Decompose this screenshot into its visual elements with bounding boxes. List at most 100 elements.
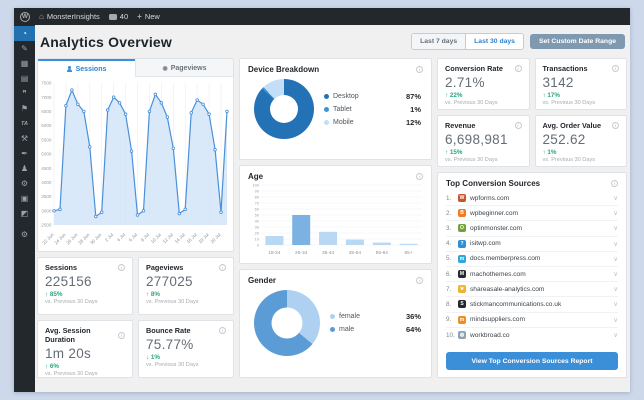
wordpress-logo-icon[interactable]: W [20,11,30,22]
chevron-down-icon[interactable]: ∨ [613,271,618,279]
info-icon[interactable]: i [416,277,423,284]
admin-bar-new[interactable]: + New [137,12,160,21]
last-7-days-button[interactable]: Last 7 days [412,34,467,49]
favicon-icon: O [458,224,466,233]
admin-bar-site-link[interactable]: ⌂ MonsterInsights [39,12,100,21]
sidebar-item-appearance[interactable]: ⚑ [14,101,35,116]
favicon-icon: S [458,300,466,309]
source-row[interactable]: 1. W wpforms.com ∨ [446,191,618,207]
legend-value: 87% [405,91,421,101]
chevron-down-icon[interactable]: ∨ [613,255,618,263]
svg-text:14 Jul: 14 Jul [174,232,186,244]
chevron-down-icon[interactable]: ∨ [613,225,618,233]
source-row[interactable]: 6. M machothemes.com ∨ [446,267,618,283]
metric-change: ↑ 22% [445,92,463,99]
sidebar-item-plugins[interactable]: ⚒ [14,131,35,146]
metric-value: 3142 [542,75,574,90]
metric-label: Revenue [445,121,476,130]
svg-text:70: 70 [255,200,260,205]
pages-icon: ▤ [20,74,29,83]
last-30-days-button[interactable]: Last 30 days [466,34,523,49]
sessions-chart-panel: Sessions ◉ Pageviews 2500 3000 3500 4000 450… [37,58,234,252]
sidebar-item-media[interactable]: ▦ [14,56,35,71]
new-label: New [144,12,160,21]
legend-label: male [339,326,355,333]
metric-label: Avg. Session Duration [45,326,91,344]
chevron-down-icon[interactable]: ∨ [613,195,618,203]
tab-sessions[interactable]: Sessions [38,59,135,77]
info-icon[interactable]: i [118,264,125,271]
info-icon[interactable]: i [219,264,226,271]
sidebar-item-posts[interactable]: ✎ [14,41,35,56]
legend-item-tablet: Tablet 1% [324,105,421,114]
sidebar-item-appearance-alt[interactable]: ◩ [14,206,35,221]
metric-value: 225156 [45,274,92,289]
metric-value: 252.62 [542,132,586,147]
source-row[interactable]: 5. m docs.memberpress.com ∨ [446,252,618,267]
chevron-down-icon[interactable]: ∨ [613,316,618,324]
sidebar-item-pages[interactable]: ▤ [14,71,35,86]
sidebar-item-analytics[interactable]: ▣ [14,191,35,206]
source-row[interactable]: 2. B wpbeginner.com ∨ [446,206,618,222]
view-sources-report-button[interactable]: View Top Conversion Sources Report [446,352,618,370]
source-row[interactable]: 4. ? isitwp.com ∨ [446,237,618,252]
metric-value: 6,698,981 [445,132,508,147]
gender-legend: female 36% male 64% [330,308,421,338]
source-row[interactable]: 10. ◍ workbroad.co ∨ [446,328,618,343]
metric-change: ↑ 15% [445,149,463,156]
source-domain: stickmancommunications.co.uk [470,300,562,308]
info-icon[interactable]: i [612,65,619,72]
info-icon[interactable]: i [612,122,619,129]
sidebar-item-comments[interactable]: ❞ [14,86,35,101]
legend-value: 36% [405,312,421,321]
source-row[interactable]: 8. S stickmancommunications.co.uk ∨ [446,297,618,313]
tab-pageviews[interactable]: ◉ Pageviews [135,59,233,77]
age-bar-chart: 0 10 20 30 40 50 60 70 80 90 100 18-24 25-34 35-44 45-… [248,181,423,262]
metric-card-bounce-rate: Bounce Rate i 75.77% ↓ 1% vs. Previous 3… [138,320,234,378]
sidebar-item-dashboard[interactable]: ◔ [14,26,35,41]
right-column: Conversion Rate i 2.71% ↑ 22% vs. Previo… [437,58,627,378]
source-domain: wpforms.com [470,194,510,202]
set-custom-date-range-button[interactable]: Set Custom Date Range [529,34,625,49]
sidebar-item-settings[interactable]: ⚙ [14,176,35,191]
info-icon[interactable]: i [219,327,226,334]
metric-card-conversion-rate: Conversion Rate i 2.71% ↑ 22% vs. Previo… [437,58,530,110]
source-domain: workbroad.co [470,331,510,339]
info-icon[interactable]: i [416,66,423,73]
sidebar-item-users[interactable]: ♟ [14,161,35,176]
info-icon[interactable]: i [416,173,423,180]
source-row[interactable]: 7. ★ shareasale-analytics.com ∨ [446,282,618,298]
chevron-down-icon[interactable]: ∨ [613,286,618,294]
svg-text:3500: 3500 [41,194,52,199]
chevron-down-icon[interactable]: ∨ [613,240,618,248]
appearance-icon: ⚑ [20,104,29,113]
info-icon[interactable]: i [514,65,522,72]
sidebar-item-options[interactable]: ⚙ [14,227,35,242]
source-rank: 9. [446,316,452,324]
chevron-down-icon[interactable]: ∨ [613,210,618,218]
svg-text:55-64: 55-64 [376,250,389,256]
svg-text:20 Jul: 20 Jul [210,232,222,244]
svg-text:2500: 2500 [41,223,52,228]
admin-bar-comments[interactable]: 40 [108,12,128,21]
source-rank: 4. [446,240,452,248]
gender-panel: Gender i female 36% male 64% [239,269,432,378]
favicon-icon: ? [458,239,466,248]
source-row[interactable]: 3. O optinmonster.com ∨ [446,221,618,237]
source-rank: 3. [446,224,452,232]
plugin-ta-icon: TA [21,120,28,127]
sidebar-item-plugin-ta[interactable]: TA [14,116,35,131]
chevron-down-icon[interactable]: ∨ [613,301,618,309]
device-donut-chart [254,79,314,139]
info-icon[interactable]: i [611,180,618,187]
sidebar-item-tools[interactable]: ✒ [14,146,35,161]
analytics-icon: ▣ [20,194,29,203]
svg-text:22 Jun: 22 Jun [41,232,55,246]
info-icon[interactable]: i [118,331,125,339]
svg-text:28 Jun: 28 Jun [77,232,91,246]
chevron-down-icon[interactable]: ∨ [613,332,618,340]
metric-card-transactions: Transactions i 3142 ↑ 17% vs. Previous 3… [534,58,627,110]
info-icon[interactable]: i [514,122,522,129]
legend-dot [324,106,329,112]
source-row[interactable]: 9. m mindsuppliers.com ∨ [446,313,618,328]
